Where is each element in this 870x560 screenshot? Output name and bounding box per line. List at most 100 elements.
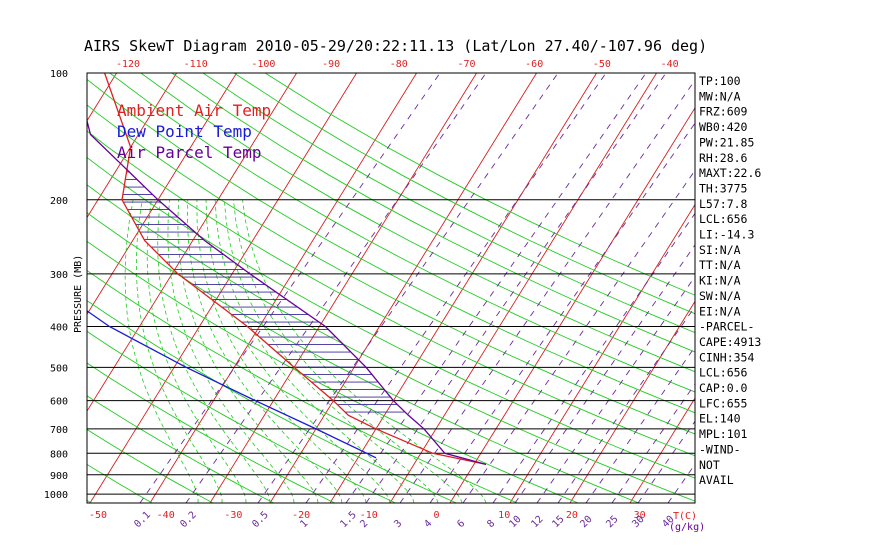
sounding-index-text: NOT <box>699 458 720 472</box>
pressure-tick-label: 1000 <box>44 490 68 501</box>
isotherm-line <box>0 73 117 503</box>
mixing-ratio-line <box>366 73 666 503</box>
pressure-tick-label: 700 <box>50 425 68 436</box>
sounding-index-text: CINH:354 <box>699 350 754 364</box>
dry-adiabat-line <box>0 73 700 503</box>
sounding-index-text: RH:28.6 <box>699 151 748 165</box>
mixing-ratio-tick-label: 0.1 <box>132 510 153 531</box>
mixing-ratio-tick-label: 8 <box>485 518 497 530</box>
sounding-index-text: -PARCEL- <box>699 320 754 334</box>
sounding-index-text: WB0:420 <box>699 120 748 134</box>
isotherm-line <box>0 73 57 503</box>
dry-adiabat-line <box>0 73 31 503</box>
isotherm-line <box>270 73 537 503</box>
sounding-index-text: MPL:101 <box>699 427 748 441</box>
sounding-index-text: EI:N/A <box>699 304 741 318</box>
top-temp-tick-label: -60 <box>525 59 543 70</box>
dry-adiabat-line <box>172 73 870 503</box>
legend-entry: Dew Point Temp <box>117 122 252 141</box>
mixing-ratio-tick-label: 12 <box>529 514 545 530</box>
top-temp-tick-label: -40 <box>661 59 679 70</box>
mixing-ratio-tick-label: 3 <box>392 518 404 530</box>
mixing-ratio-tick-label: 0.2 <box>178 510 199 531</box>
sounding-index-text: LFC:655 <box>699 396 747 410</box>
sounding-index-text: MW:N/A <box>699 89 741 103</box>
mixing-ratio-tick-label: 6 <box>455 518 467 530</box>
top-temp-tick-label: -80 <box>390 59 408 70</box>
moist-adiabat-line <box>233 200 462 503</box>
sounding-index-text: EL:140 <box>699 412 741 426</box>
sounding-index-text: KI:N/A <box>699 274 741 288</box>
isotherm-line <box>450 73 717 503</box>
cape-hatching <box>123 172 405 412</box>
moist-adiabat-line <box>178 200 318 503</box>
mixing-ratio-tick-label: 20 <box>578 514 594 530</box>
moist-adiabat-line <box>125 200 198 503</box>
mixing-ratio-tick-label: 0.5 <box>250 510 271 531</box>
sounding-index-text: L57:7.8 <box>699 197 748 211</box>
dry-adiabat-line <box>0 73 761 503</box>
sounding-index-text: SI:N/A <box>699 243 741 257</box>
moist-adiabat-line <box>215 200 414 503</box>
sounding-index-text: FRZ:609 <box>699 105 748 119</box>
top-temp-tick-label: -100 <box>251 59 275 70</box>
bottom-temp-tick-label: 10 <box>498 510 510 521</box>
legend: Ambient Air Temp Dew Point Temp Air Parcel… <box>117 101 271 162</box>
top-temp-tick-label: -70 <box>457 59 475 70</box>
top-temp-tick-label: -110 <box>184 59 208 70</box>
sounding-index-text: CAPE:4913 <box>699 335 761 349</box>
top-temperature-tick-labels: -120 -110 -100 -90 -80 -70 -60 -50 -40 <box>116 59 679 70</box>
sounding-index-text: SW:N/A <box>699 289 741 303</box>
pressure-tick-label: 100 <box>50 69 68 80</box>
pressure-tick-label: 200 <box>50 196 68 207</box>
sounding-index-text: LCL:656 <box>699 366 748 380</box>
pressure-tick-label: 600 <box>50 397 68 408</box>
sounding-index-text: PW:21.85 <box>699 135 754 149</box>
isobar-lines <box>87 200 695 494</box>
mixing-ratio-tick-label: 1.5 <box>338 510 359 531</box>
sounding-index-text: TH:3775 <box>699 181 747 195</box>
mixing-ratio-tick-label: 25 <box>604 514 620 530</box>
chart-title: AIRS SkewT Diagram 2010-05-29/20:22:11.1… <box>84 37 707 55</box>
sounding-index-text: AVAIL <box>699 473 734 487</box>
moist-adiabat-line <box>147 200 246 503</box>
pressure-tick-label: 900 <box>50 471 68 482</box>
mixing-ratio-unit-label: (g/kg) <box>669 522 705 533</box>
sounding-index-text: TP:100 <box>699 74 741 88</box>
mixing-ratio-tick-labels: 0.1 0.2 0.5 1 1.5 2 3 4 6 8 10 12 15 20 25 30 40 <box>132 510 676 531</box>
pressure-tick-label: 800 <box>50 449 68 460</box>
sounding-index-text: MAXT:22.6 <box>699 166 761 180</box>
dry-adiabat-line <box>265 73 870 503</box>
sounding-index-text: LCL:656 <box>699 212 748 226</box>
sounding-index-text: LI:-14.3 <box>699 228 754 242</box>
bottom-temp-tick-label: -50 <box>89 510 107 521</box>
mixing-ratio-line <box>306 73 606 503</box>
mixing-ratio-tick-label: 15 <box>550 514 566 530</box>
mixing-ratio-line <box>515 73 815 503</box>
dry-adiabat-line <box>203 73 870 503</box>
pressure-tick-labels: 100 200 300 400 500 600 700 800 900 1000 <box>44 69 68 501</box>
sounding-index-text: TT:N/A <box>699 258 741 272</box>
mixing-ratio-line <box>537 73 837 503</box>
bottom-temp-tick-label: 20 <box>566 510 578 521</box>
sounding-index-text: -WIND- <box>699 442 741 456</box>
top-temp-tick-label: -120 <box>116 59 140 70</box>
sounding-index-text: CAP:0.0 <box>699 381 748 395</box>
x-axis-label: T(C) <box>673 511 697 522</box>
pressure-tick-label: 500 <box>50 363 68 374</box>
pressure-tick-label: 400 <box>50 323 68 334</box>
y-axis-label: PRESSURE (MB) <box>73 255 84 333</box>
mixing-ratio-line <box>346 73 646 503</box>
pressure-tick-label: 300 <box>50 270 68 281</box>
bottom-temp-tick-label: 0 <box>433 510 439 521</box>
mixing-ratio-line <box>258 73 558 503</box>
legend-entry: Ambient Air Temp <box>117 101 271 120</box>
mixing-ratio-line <box>430 73 730 503</box>
legend-entry: Air Parcel Temp <box>117 143 262 162</box>
isotherm-line <box>390 73 657 503</box>
top-temp-tick-label: -90 <box>322 59 340 70</box>
bottom-temp-tick-label: -40 <box>157 510 175 521</box>
top-temp-tick-label: -50 <box>593 59 611 70</box>
